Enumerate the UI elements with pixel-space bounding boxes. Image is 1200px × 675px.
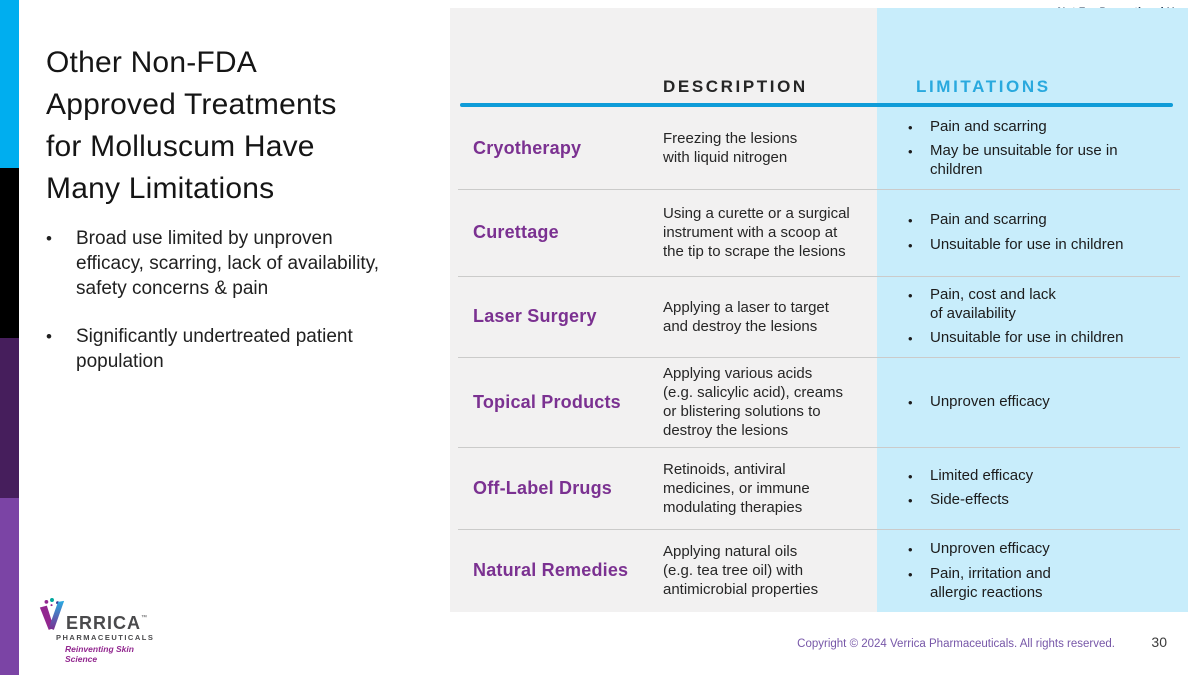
limitation-item: • Unsuitable for use in children [908,328,1188,348]
bullet-icon: • [908,144,913,160]
logo-tagline: Reinventing Skin Science [65,644,134,664]
bullet-icon: • [46,327,52,346]
treatment-name: Natural Remedies [473,560,629,580]
table-row: Cryotherapy Freezing the lesions with li… [450,107,1188,189]
limitation-item: • Unproven efficacy [908,392,1188,412]
treatment-name: Curettage [473,222,559,242]
bullet-text: Broad use limited by unproven efficacy, … [76,228,380,299]
bullet-icon: • [908,468,913,484]
verrica-logo-wordmark: ERRICA ™ [38,597,158,633]
treatment-description: Applying natural oils (e.g. tea tree oil… [663,543,819,598]
bullet-icon: • [908,237,913,253]
treatment-description: Using a curette or a surgical instrument… [663,205,850,260]
bullet-icon: • [908,213,913,229]
treatment-limitations: • Unproven efficacy • Pain, irritation a… [877,535,1188,607]
bullet-icon: • [908,493,913,509]
copyright-notice: Copyright © 2024 Verrica Pharmaceuticals… [797,638,1115,650]
table-row: Off-Label Drugs Retinoids, antiviral med… [450,447,1188,529]
limitation-text: Pain and scarring [930,211,1047,229]
bullet-icon: • [908,395,913,410]
treatment-description: Applying a laser to target and destroy t… [663,298,829,335]
slide-title: Other Non-FDA Approved Treatments for Mo… [46,46,337,206]
limitation-item: • Side-effects [908,490,1188,510]
verrica-v-icon [39,598,65,630]
limitation-text: Side-effects [930,491,1009,509]
treatment-limitations: • Limited efficacy • Side-effects [877,461,1188,515]
treatment-limitations: • Pain, cost and lack of availability • … [877,281,1188,353]
bullet-icon: • [908,119,913,135]
bullet-text: Significantly undertreated patient popul… [76,326,353,372]
bullet-icon: • [46,229,52,248]
limitation-item: • Unproven efficacy [908,539,1188,559]
bullet-icon: • [908,566,913,582]
limitation-text: May be unsuitable for use in children [930,142,1118,179]
limitation-text: Unproven efficacy [930,540,1050,558]
verrica-logo: ERRICA ™ PHARMACEUTICALS Reinventing Ski… [38,597,158,664]
table-header-row: DESCRIPTION LIMITATIONS [450,8,1188,103]
limitation-text: Unsuitable for use in children [930,328,1124,346]
list-item: • Broad use limited by unproven efficacy… [46,226,436,301]
left-accent-bar [0,0,19,675]
table-row: Topical Products Applying various acids … [450,357,1188,447]
limitation-item: • May be unsuitable for use in children [908,141,1188,179]
logo-name-text: ERRICA [66,613,142,633]
treatment-name: Cryotherapy [473,137,582,158]
limitations-column-header: LIMITATIONS [916,77,1051,96]
bullet-icon: • [908,330,913,346]
summary-bullet-list: • Broad use limited by unproven efficacy… [46,226,436,397]
limitation-item: • Pain and scarring [908,117,1188,137]
treatment-description: Retinoids, antiviral medicines, or immun… [663,460,810,516]
limitation-text: Limited efficacy [930,466,1034,484]
table-row: Natural Remedies Applying natural oils (… [450,529,1188,612]
treatments-table-content: DESCRIPTION LIMITATIONS Cryotherapy Free… [450,8,1188,612]
treatment-description: Freezing the lesions with liquid nitroge… [663,130,798,166]
treatment-limitations: • Pain and scarring • Unsuitable for use… [877,206,1188,260]
accent-segment-dark-purple [0,338,19,498]
limitation-item: • Limited efficacy [908,466,1188,486]
bullet-icon: • [908,288,913,304]
accent-segment-purple [0,498,19,675]
limitation-text: Pain, cost and lack of availability [930,286,1056,323]
limitation-item: • Pain and scarring [908,210,1188,230]
table-row: Laser Surgery Applying a laser to target… [450,276,1188,357]
logo-division-text: PHARMACEUTICALS [56,633,155,642]
limitation-text: Unsuitable for use in children [930,235,1124,253]
treatment-limitations: • Pain and scarring • May be unsuitable … [877,112,1188,184]
page-number: 30 [1151,634,1167,650]
limitation-item: • Pain, irritation and allergic reaction… [908,564,1188,602]
limitations-column-background [877,8,1188,612]
treatment-limitations: • Unproven efficacy [877,388,1188,417]
limitation-text: Unproven efficacy [930,393,1050,410]
limitation-text: Pain, irritation and allergic reactions [930,564,1051,601]
limitation-item: • Unsuitable for use in children [908,235,1188,255]
limitation-item: • Pain, cost and lack of availability [908,285,1188,323]
treatment-name: Topical Products [473,391,621,412]
treatment-name: Laser Surgery [473,306,597,326]
limitation-text: Pain and scarring [930,117,1047,135]
treatments-table: DESCRIPTION LIMITATIONS Cryotherapy Free… [450,8,1188,612]
treatment-description: Applying various acids (e.g. salicylic a… [663,365,844,439]
list-item: • Significantly undertreated patient pop… [46,324,436,374]
bullet-icon: • [908,542,913,558]
table-row: Curettage Using a curette or a surgical … [450,189,1188,276]
trademark-symbol: ™ [141,615,148,621]
description-column-header: DESCRIPTION [663,77,808,96]
accent-segment-cyan [0,0,19,168]
header-rule [460,103,1173,107]
accent-segment-black [0,168,19,338]
treatment-name: Off-Label Drugs [473,477,613,498]
